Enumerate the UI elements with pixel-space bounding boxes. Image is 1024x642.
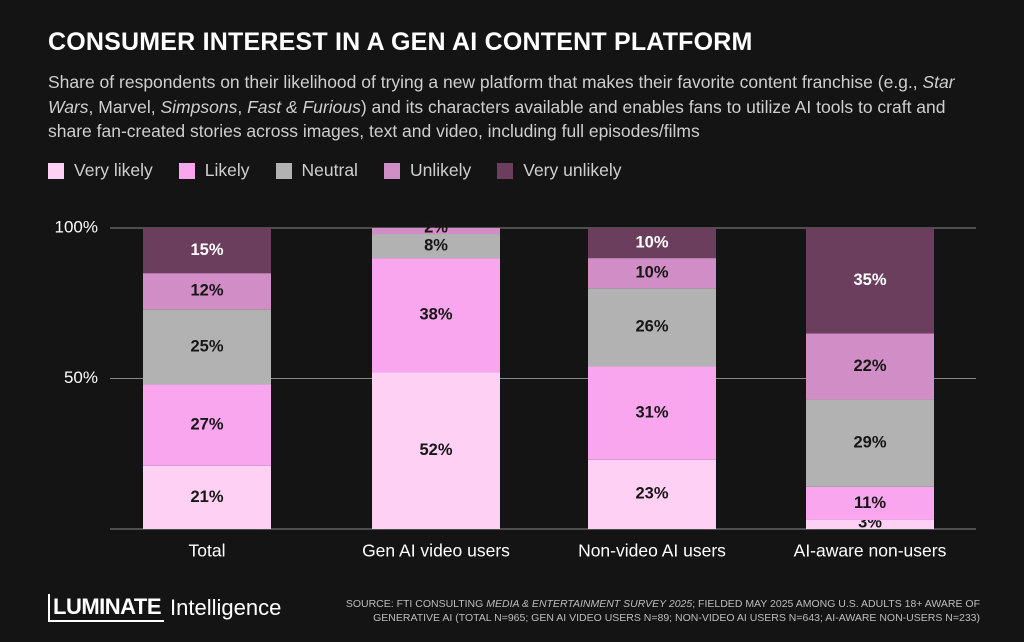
bar-segment: [588, 228, 716, 259]
source-note: SOURCE: FTI CONSULTING MEDIA & ENTERTAIN…: [320, 597, 980, 625]
bar-segment: [143, 465, 271, 529]
y-tick-label: 50%: [64, 368, 98, 387]
x-tick-label: Non-video AI users: [578, 541, 726, 561]
subtitle-text: ) and its characters available and enabl…: [48, 96, 946, 142]
bar-segment: [372, 258, 500, 373]
data-label: 23%: [635, 485, 668, 503]
source-text: ; FIELDED MAY 2025 AMONG U.S. ADULTS 18+…: [373, 598, 980, 624]
subtitle-text: , Marvel,: [88, 96, 161, 117]
bar-segment: [588, 366, 716, 460]
legend-label: Likely: [204, 160, 250, 180]
data-label: 12%: [190, 282, 223, 300]
legend-item: Very unlikely: [497, 160, 621, 181]
bar-segment: [372, 372, 500, 529]
legend-item: Very likely: [48, 160, 153, 181]
legend-label: Very likely: [74, 160, 153, 180]
bar-segment: [806, 399, 934, 487]
bar-segment: [806, 519, 934, 529]
bar-segment: [588, 459, 716, 529]
data-label: 10%: [635, 264, 668, 282]
bar-segment: [588, 258, 716, 289]
chart-title: CONSUMER INTEREST IN A GEN AI CONTENT PL…: [48, 28, 753, 56]
x-tick-label: AI-aware non-users: [794, 541, 947, 561]
bar-segment: [143, 228, 271, 274]
data-label: 27%: [190, 416, 223, 434]
legend-item: Unlikely: [383, 160, 472, 181]
bar-segment: [372, 228, 500, 235]
data-label: 52%: [419, 441, 452, 459]
bar-segment: [143, 384, 271, 466]
data-label: 8%: [424, 236, 448, 254]
bar-segment: [588, 288, 716, 367]
legend-swatch: [48, 162, 64, 179]
legend: Very likely Likely Neutral Unlikely Very unl…: [48, 160, 621, 181]
bar-segment: [806, 486, 934, 520]
source-text: SOURCE: FTI CONSULTING: [345, 598, 487, 610]
legend-swatch: [178, 162, 195, 179]
subtitle-text: Fast & Furious: [247, 96, 361, 117]
data-label: 10%: [635, 233, 668, 251]
subtitle-text: Star Wars: [48, 72, 955, 117]
chart-subtitle: Share of respondents on their likelihood…: [48, 70, 988, 144]
data-label: 25%: [190, 337, 223, 355]
legend-label: Neutral: [301, 160, 358, 180]
data-label: 22%: [853, 357, 886, 375]
bar-segment: [143, 273, 271, 310]
legend-swatch: [497, 162, 514, 179]
brand-text: LUMINATE: [48, 594, 165, 622]
brand-text: Intelligence: [170, 595, 282, 620]
bar-segment: [806, 228, 934, 334]
brand-logo: LUMINATE Intelligence: [48, 594, 281, 622]
y-tick-label: 100%: [55, 217, 98, 236]
x-tick-label: Total: [189, 541, 226, 561]
data-label: 35%: [853, 271, 886, 289]
subtitle-text: Share of respondents on their likelihood…: [48, 72, 923, 92]
bar-segment: [372, 234, 500, 259]
data-label: 31%: [635, 403, 668, 421]
legend-label: Unlikely: [409, 160, 472, 180]
bar-segment: [806, 333, 934, 400]
data-label: 21%: [190, 488, 223, 506]
data-label: 11%: [854, 494, 886, 512]
data-label: 2%: [424, 218, 448, 236]
legend-swatch: [275, 162, 292, 179]
subtitle-text: ,: [237, 96, 248, 117]
subtitle-text: Simpsons: [160, 96, 238, 117]
bar-segment: [143, 309, 271, 385]
data-label: 26%: [635, 318, 668, 336]
x-tick-label: Gen AI video users: [362, 541, 510, 561]
legend-label: Very unlikely: [523, 160, 622, 180]
legend-item: Neutral: [275, 160, 358, 181]
source-text: MEDIA & ENTERTAINMENT SURVEY 2025: [486, 598, 693, 610]
data-label: 29%: [853, 434, 886, 452]
legend-swatch: [383, 162, 400, 179]
data-label: 15%: [190, 241, 223, 259]
legend-item: Likely: [178, 160, 250, 181]
data-label: 38%: [419, 306, 452, 324]
